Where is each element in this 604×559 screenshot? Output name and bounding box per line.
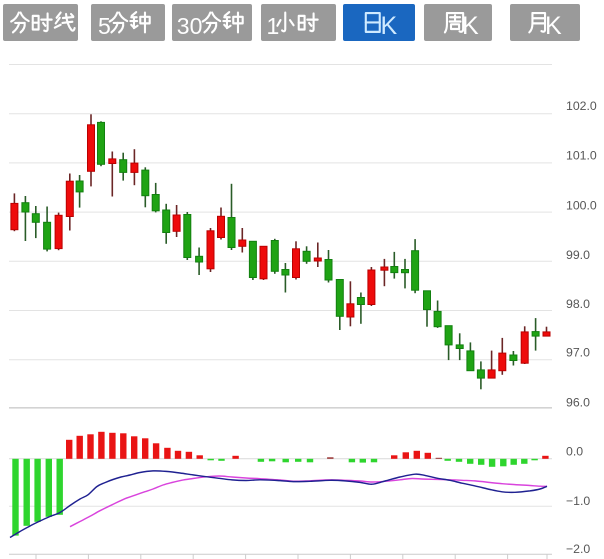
svg-text:5: 5 — [98, 13, 111, 39]
svg-text:0.0: 0.0 — [566, 444, 583, 458]
svg-text:98.0: 98.0 — [566, 297, 590, 311]
svg-text:100.0: 100.0 — [566, 198, 597, 212]
svg-text:K: K — [381, 12, 398, 40]
svg-text:102.0: 102.0 — [566, 99, 597, 113]
svg-text:99.0: 99.0 — [566, 248, 590, 262]
svg-text:30: 30 — [177, 13, 203, 39]
svg-text:K: K — [462, 12, 479, 40]
svg-text:1: 1 — [267, 13, 280, 39]
svg-text:K: K — [545, 12, 562, 40]
svg-text:−2.0: −2.0 — [566, 542, 590, 556]
svg-text:97.0: 97.0 — [566, 346, 590, 360]
svg-text:96.0: 96.0 — [566, 395, 590, 409]
svg-text:101.0: 101.0 — [566, 149, 597, 163]
svg-text:−1.0: −1.0 — [566, 494, 590, 508]
